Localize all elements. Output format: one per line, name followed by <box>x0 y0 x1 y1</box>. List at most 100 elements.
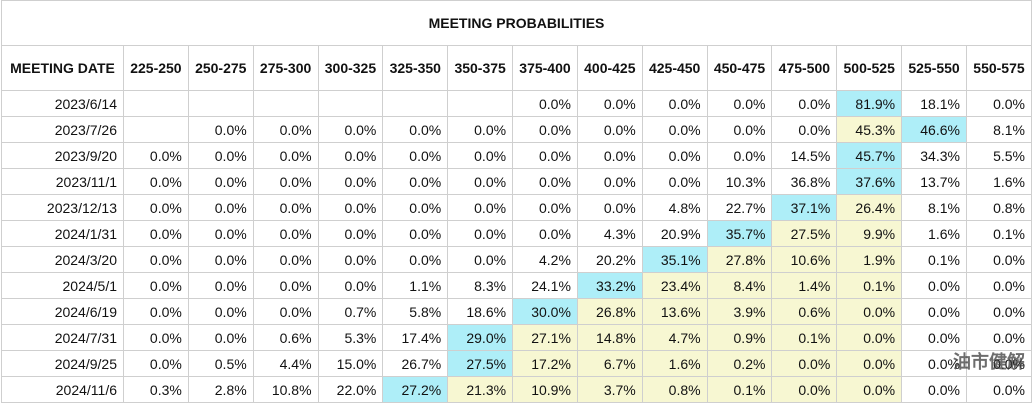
probability-cell: 3.9% <box>706 298 773 325</box>
probability-cell: 0.0% <box>382 168 449 195</box>
probability-cell: 0.0% <box>447 246 514 273</box>
column-header: 400-425 <box>576 45 643 91</box>
probability-cell: 0.0% <box>512 194 578 221</box>
probability-cell: 8.3% <box>447 272 514 299</box>
probability-cell: 0.0% <box>123 246 189 273</box>
probability-cell: 37.6% <box>836 168 903 195</box>
table-row: 2023/12/13 0.0% 0.0% 0.0% 0.0% 0.0% 0.0% 0.0% 0.… <box>1 194 1033 221</box>
probability-cell: 0.0% <box>771 90 838 117</box>
probability-cell: 26.7% <box>382 350 449 377</box>
probability-cell: 0.0% <box>771 376 838 403</box>
probability-cell: 22.0% <box>317 376 384 403</box>
meeting-date: 2024/11/6 <box>1 376 124 403</box>
probability-cell: 0.1% <box>771 324 838 351</box>
probability-cell: 34.3% <box>901 142 967 169</box>
probability-cell: 10.9% <box>512 376 578 403</box>
probability-cell: 20.9% <box>641 220 708 247</box>
probability-cell: 35.7% <box>706 220 773 247</box>
probability-cell: 0.0% <box>123 220 189 247</box>
probability-cell: 0.0% <box>576 168 643 195</box>
probability-cell: 0.9% <box>706 324 773 351</box>
probability-cell: 21.3% <box>447 376 514 403</box>
watermark: 油市健解 <box>953 352 1025 372</box>
probability-cell: 0.0% <box>901 350 967 377</box>
probability-cell: 0.8% <box>965 194 1033 221</box>
meeting-date: 2024/7/31 <box>1 324 124 351</box>
meeting-date: 2024/6/19 <box>1 298 124 325</box>
probability-cell: 8.1% <box>901 194 967 221</box>
probability-cell: 0.0% <box>123 272 189 299</box>
column-header: 450-475 <box>706 45 773 91</box>
probability-cell: 0.0% <box>836 376 903 403</box>
probability-cell: 6.7% <box>576 350 643 377</box>
probability-cell: 13.7% <box>901 168 967 195</box>
probability-cell: 0.6% <box>771 298 838 325</box>
probability-cell: 0.3% <box>123 376 189 403</box>
probability-cell: 4.8% <box>641 194 708 221</box>
probability-cell: 0.0% <box>512 116 578 143</box>
probability-cell: 10.3% <box>706 168 773 195</box>
probability-cell: 0.0% <box>771 116 838 143</box>
probability-cell: 3.7% <box>576 376 643 403</box>
probability-cell: 1.1% <box>382 272 449 299</box>
probability-cell: 36.8% <box>771 168 838 195</box>
probability-cell: 4.2% <box>512 246 578 273</box>
probability-cell: 26.4% <box>836 194 903 221</box>
meeting-date: 2023/11/1 <box>1 168 124 195</box>
probability-cell: 0.0% <box>252 168 319 195</box>
probability-cell: 0.1% <box>965 220 1033 247</box>
probability-cell: 0.6% <box>252 324 319 351</box>
probability-cell: 0.0% <box>836 350 903 377</box>
probability-cell: 0.0% <box>317 168 384 195</box>
column-header: 375-400 <box>512 45 578 91</box>
probability-cell: 45.3% <box>836 116 903 143</box>
probability-cell: 0.0% <box>576 194 643 221</box>
probability-cell: 13.6% <box>641 298 708 325</box>
probability-cell: 1.6% <box>965 168 1033 195</box>
probability-cell: 35.1% <box>641 246 708 273</box>
meeting-date: 2024/5/1 <box>1 272 124 299</box>
column-header: 425-450 <box>641 45 708 91</box>
probability-cell: 0.0% <box>382 142 449 169</box>
probability-cell: 0.0% <box>965 246 1033 273</box>
table-row: 2023/11/1 0.0% 0.0% 0.0% 0.0% 0.0% 0.0% 0.0% 0.0… <box>1 168 1033 195</box>
probability-cell: 29.0% <box>447 324 514 351</box>
table-row: 2023/7/26 0.0% 0.0% 0.0% 0.0% 0.0% 0.0% 0.0% 0.0… <box>1 116 1033 143</box>
probability-cell: 0.0% <box>187 298 254 325</box>
table-body: 2023/6/14 0.0% 0.0% 0.0% 0.0% 0.0% 81.9% 18.1% 0… <box>1 90 1033 403</box>
probability-cell: 0.0% <box>641 142 708 169</box>
probability-cell: 0.0% <box>512 90 578 117</box>
probability-cell: 0.0% <box>123 350 189 377</box>
probability-cell: 14.5% <box>771 142 838 169</box>
table-row: 2024/11/6 0.3% 2.8% 10.8% 22.0% 27.2% 21.3% 10.… <box>1 376 1033 403</box>
probability-cell: 0.0% <box>965 298 1033 325</box>
probability-cell: 0.0% <box>382 194 449 221</box>
column-header: MEETING DATE <box>1 45 124 91</box>
probability-cell: 0.0% <box>706 90 773 117</box>
probability-cell: 46.6% <box>901 116 967 143</box>
probability-cell: 0.0% <box>576 116 643 143</box>
table-row: 2024/9/25 0.0% 0.5% 4.4% 15.0% 26.7% 27.5% 17.2… <box>1 350 1033 377</box>
probability-cell: 8.1% <box>965 116 1033 143</box>
probability-cell: 27.5% <box>771 220 838 247</box>
probability-cell: 10.8% <box>252 376 319 403</box>
table-row: 2024/1/31 0.0% 0.0% 0.0% 0.0% 0.0% 0.0% 0.0% 4.3… <box>1 220 1033 247</box>
probability-cell: 0.0% <box>317 194 384 221</box>
probability-cell: 9.9% <box>836 220 903 247</box>
probability-cell <box>317 90 384 117</box>
probability-cell: 0.0% <box>576 90 643 117</box>
probability-cell: 0.0% <box>706 142 773 169</box>
probability-cell <box>252 90 319 117</box>
column-header: 500-525 <box>836 45 903 91</box>
probability-cell: 0.0% <box>123 142 189 169</box>
probability-cell: 0.0% <box>187 168 254 195</box>
probability-cell: 0.0% <box>641 168 708 195</box>
probability-cell: 0.0% <box>187 220 254 247</box>
probability-cell: 0.0% <box>187 116 254 143</box>
probability-cell: 18.1% <box>901 90 967 117</box>
table-row: 2023/9/20 0.0% 0.0% 0.0% 0.0% 0.0% 0.0% 0.0% 0.0… <box>1 142 1033 169</box>
probability-cell: 0.0% <box>771 350 838 377</box>
probability-cell: 0.0% <box>965 376 1033 403</box>
